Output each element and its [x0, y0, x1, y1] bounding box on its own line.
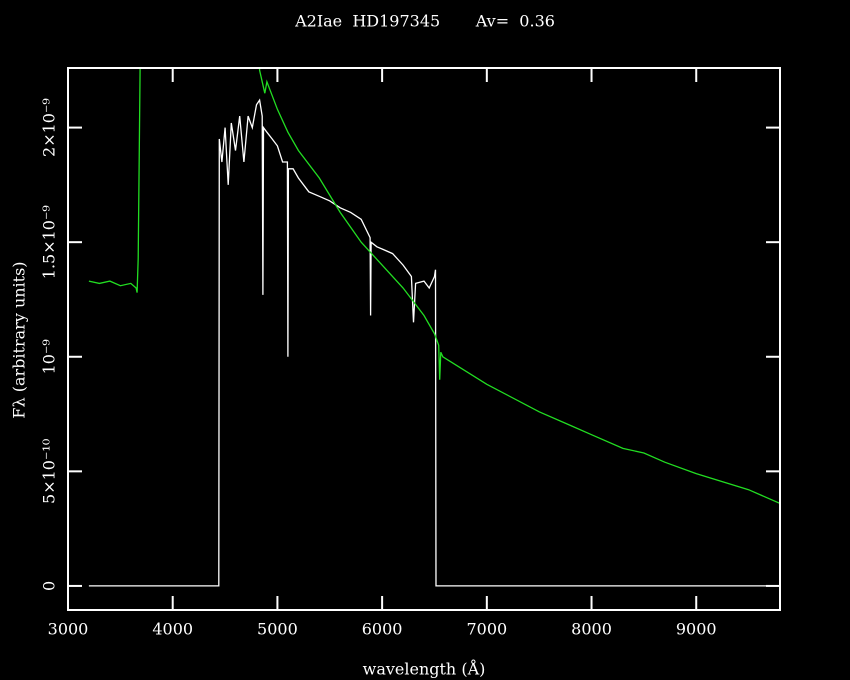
y-tick-label: 2×10⁻⁹ [40, 98, 59, 157]
spectrum-line [88, 68, 780, 504]
y-tick-label: 5×10⁻¹⁰ [40, 439, 59, 504]
axes-frame [67, 67, 781, 611]
y-tick-label: 10⁻⁹ [40, 339, 59, 375]
plot-area [88, 68, 780, 587]
spectrum-line [88, 98, 780, 587]
x-axis-label: wavelength (Å) [363, 659, 486, 679]
x-tick-label: 9000 [676, 620, 717, 639]
x-tick-label: 7000 [466, 620, 507, 639]
chart-title: A2Iae HD197345 Av= 0.36 [294, 12, 555, 31]
x-tick-label: 8000 [571, 620, 612, 639]
x-tick-label: 3000 [48, 620, 89, 639]
x-tick-label: 5000 [257, 620, 298, 639]
y-tick-label: 1.5×10⁻⁹ [40, 205, 59, 280]
y-tick-label: 0 [40, 581, 59, 591]
x-tick-label: 6000 [362, 620, 403, 639]
x-tick-label: 4000 [152, 620, 193, 639]
y-axis-label: Fλ (arbitrary units) [10, 261, 29, 418]
